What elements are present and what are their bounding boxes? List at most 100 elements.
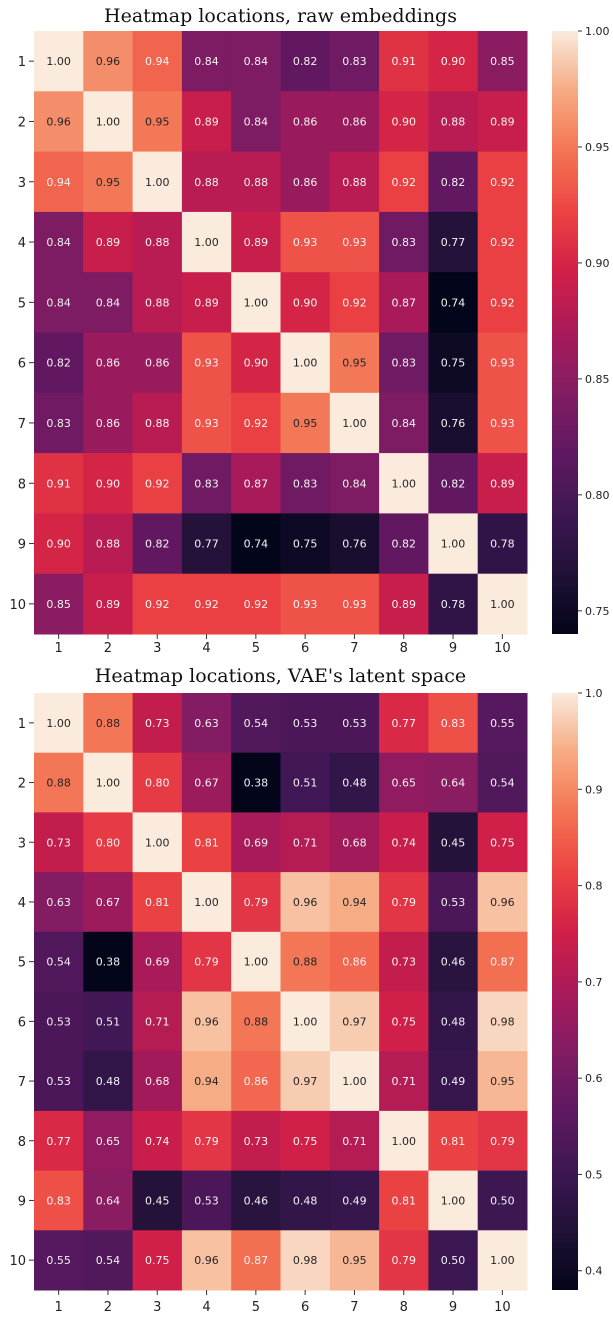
cell-value-label: 0.49 bbox=[441, 1075, 466, 1088]
cell-value-label: 0.96 bbox=[194, 1015, 219, 1028]
heatmap-cell bbox=[132, 991, 183, 1052]
heatmap-cell bbox=[231, 272, 281, 333]
cell-value-label: 0.88 bbox=[96, 538, 121, 551]
heatmap-cell bbox=[181, 1110, 232, 1172]
heatmap-cell bbox=[231, 211, 281, 273]
cell-value-label: 0.89 bbox=[96, 236, 121, 249]
heatmap-cell bbox=[231, 1170, 281, 1231]
cell-value-label: 0.91 bbox=[392, 55, 417, 68]
colorbar-tick-label: 0.8 bbox=[585, 880, 603, 893]
cell-value-label: 1.00 bbox=[96, 777, 121, 790]
cell-value-label: 1.00 bbox=[96, 115, 121, 128]
cell-value-label: 0.74 bbox=[392, 836, 417, 849]
heatmap-cell bbox=[181, 991, 232, 1052]
cell-value-label: 0.95 bbox=[96, 176, 121, 189]
heatmap-cell bbox=[132, 1230, 183, 1291]
heatmap-cell bbox=[329, 1170, 380, 1231]
heatmap-cell bbox=[34, 272, 84, 333]
heatmap-cell bbox=[329, 931, 380, 992]
colorbar-tick-label: 1.0 bbox=[585, 687, 603, 700]
heatmap-cell bbox=[34, 1110, 84, 1172]
heatmap-cell bbox=[280, 31, 331, 92]
cell-value-label: 0.93 bbox=[293, 236, 318, 249]
heatmap-cell bbox=[181, 332, 232, 394]
heatmap-cell bbox=[83, 392, 134, 454]
cell-value-label: 0.93 bbox=[194, 417, 219, 430]
colorbar-tick-label: 0.80 bbox=[585, 489, 610, 502]
heatmap-cell bbox=[379, 31, 429, 92]
heatmap-cell bbox=[181, 392, 232, 454]
colorbar-tick-label: 0.9 bbox=[585, 783, 603, 796]
cell-value-label: 0.53 bbox=[293, 717, 318, 730]
x-tick-label: 2 bbox=[104, 641, 112, 656]
heatmap-cell bbox=[379, 872, 429, 933]
cell-value-label: 0.83 bbox=[46, 417, 71, 430]
heatmap-cell bbox=[280, 1051, 331, 1112]
cell-value-label: 0.82 bbox=[392, 538, 417, 551]
heatmap-cell bbox=[329, 272, 380, 333]
x-tick-label: 9 bbox=[449, 1300, 457, 1315]
heatmap-cell bbox=[132, 453, 183, 514]
cell-value-label: 0.65 bbox=[392, 777, 417, 790]
cell-value-label: 0.53 bbox=[46, 1015, 71, 1028]
cell-value-label: 0.54 bbox=[244, 717, 269, 730]
heatmap-cell bbox=[428, 1170, 479, 1231]
cell-value-label: 0.77 bbox=[194, 538, 219, 551]
cell-value-label: 0.84 bbox=[46, 236, 71, 249]
heatmap-panel-1: Heatmap locations, raw embeddings 1.00 0.9… bbox=[9, 5, 609, 656]
heatmap-cell bbox=[477, 872, 528, 933]
heatmap-cell bbox=[34, 332, 84, 394]
cell-value-label: 0.93 bbox=[194, 357, 219, 370]
cell-value-label: 0.88 bbox=[145, 417, 170, 430]
heatmap-cell bbox=[428, 211, 479, 273]
x-tick-label: 5 bbox=[252, 641, 260, 656]
heatmap-cell bbox=[428, 453, 479, 514]
cell-value-label: 0.74 bbox=[441, 296, 466, 309]
cell-value-label: 1.00 bbox=[392, 477, 417, 490]
y-tick-label: 7 bbox=[18, 417, 26, 432]
cell-value-label: 0.84 bbox=[342, 477, 367, 490]
heatmap-cell bbox=[34, 91, 84, 153]
heatmap-cell bbox=[34, 513, 84, 575]
cell-value-label: 0.90 bbox=[244, 357, 269, 370]
x-tick-label: 9 bbox=[449, 641, 457, 656]
heatmap-cell bbox=[477, 812, 528, 873]
heatmap-cells: 1.00 0.96 0.94 0.84 0.84 0.82 0.83 0.91 0.90 0.85… bbox=[34, 31, 528, 635]
heatmap-cell bbox=[477, 453, 528, 514]
heatmap-cell bbox=[83, 151, 134, 213]
heatmap-cell bbox=[477, 1051, 528, 1112]
heatmap-cell bbox=[132, 31, 183, 92]
heatmap-cell bbox=[280, 573, 331, 635]
heatmap-cell bbox=[280, 812, 331, 873]
colorbar-tick-label: 0.7 bbox=[585, 976, 603, 989]
y-tick-label: 4 bbox=[18, 896, 26, 911]
heatmap-cell bbox=[379, 931, 429, 992]
heatmap-cell bbox=[379, 1110, 429, 1172]
cell-value-label: 0.98 bbox=[490, 1015, 515, 1028]
heatmap-cell bbox=[181, 151, 232, 213]
cell-value-label: 0.54 bbox=[96, 1254, 121, 1267]
cell-value-label: 0.55 bbox=[490, 717, 515, 730]
cell-value-label: 0.87 bbox=[490, 956, 515, 969]
colorbar-tick-label: 0.90 bbox=[585, 257, 610, 270]
heatmap-cell bbox=[379, 453, 429, 514]
heatmap-cell bbox=[231, 31, 281, 92]
cell-value-label: 0.74 bbox=[145, 1135, 170, 1148]
heatmap-cell bbox=[34, 211, 84, 273]
heatmap-cell bbox=[181, 872, 232, 933]
heatmap-cell bbox=[477, 693, 528, 754]
cell-value-label: 0.96 bbox=[96, 55, 121, 68]
heatmap-cell bbox=[83, 1110, 134, 1172]
cell-value-label: 0.94 bbox=[342, 896, 367, 909]
cell-value-label: 0.79 bbox=[244, 896, 269, 909]
y-tick-label: 8 bbox=[18, 1135, 26, 1150]
heatmap-cell bbox=[231, 1051, 281, 1112]
cell-value-label: 0.46 bbox=[441, 956, 466, 969]
colorbar-tick-label: 0.5 bbox=[585, 1168, 603, 1181]
cell-value-label: 0.54 bbox=[46, 956, 71, 969]
heatmap-cell bbox=[83, 211, 134, 273]
cell-value-label: 0.90 bbox=[293, 296, 318, 309]
x-tick-label: 1 bbox=[55, 1300, 63, 1315]
y-tick-label: 9 bbox=[18, 538, 26, 553]
cell-value-label: 0.64 bbox=[441, 777, 466, 790]
